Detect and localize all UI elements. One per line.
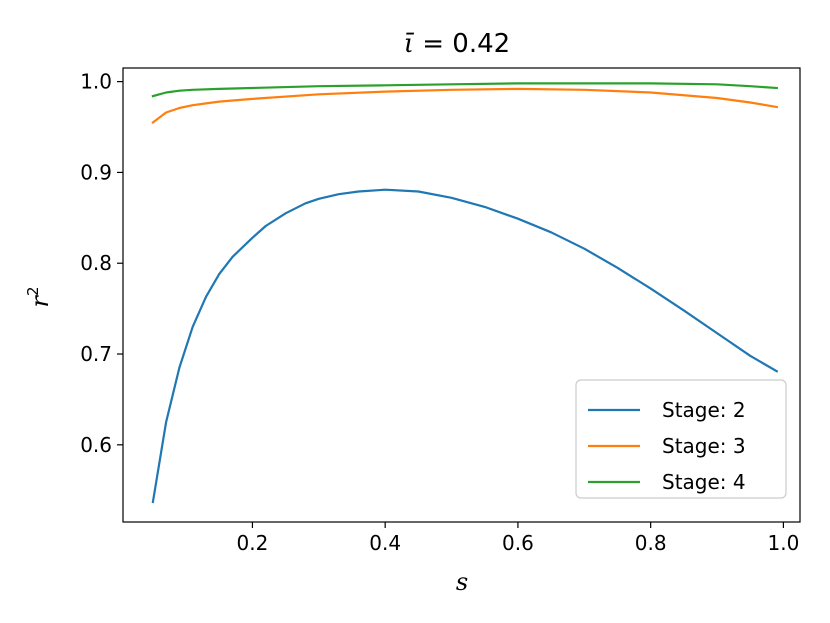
legend-label: Stage: 2 bbox=[662, 398, 746, 422]
y-tick-label: 0.8 bbox=[80, 251, 112, 275]
series-line-stage-4 bbox=[151, 82, 778, 98]
x-tick-label: 0.8 bbox=[635, 531, 667, 555]
legend: Stage: 2 Stage: 3 Stage: 4 bbox=[575, 379, 787, 499]
y-tick-label: 0.6 bbox=[80, 433, 112, 457]
y-axis-ticks: 0.6 0.7 0.8 0.9 1.0 bbox=[80, 70, 123, 457]
y-tick-label: 0.7 bbox=[80, 342, 112, 366]
x-axis-label: s bbox=[456, 568, 468, 596]
plot-frame bbox=[122, 67, 801, 523]
x-tick-label: 0.4 bbox=[369, 531, 401, 555]
x-tick-label: 0.2 bbox=[237, 531, 269, 555]
x-axis-ticks: 0.2 0.4 0.6 0.8 1.0 bbox=[237, 522, 800, 555]
chart-title: ῑ = 0.42 bbox=[404, 29, 510, 59]
x-tick-label: 0.6 bbox=[502, 531, 534, 555]
y-tick-label: 0.9 bbox=[80, 160, 112, 184]
legend-label: Stage: 4 bbox=[662, 470, 746, 494]
series-layer bbox=[151, 82, 779, 504]
series-line-stage-2 bbox=[151, 188, 779, 504]
x-tick-label: 1.0 bbox=[768, 531, 800, 555]
series-line-stage-3 bbox=[151, 87, 779, 125]
legend-label: Stage: 3 bbox=[662, 434, 746, 458]
y-axis-label: r2 bbox=[24, 286, 54, 307]
y-tick-label: 1.0 bbox=[80, 70, 112, 94]
